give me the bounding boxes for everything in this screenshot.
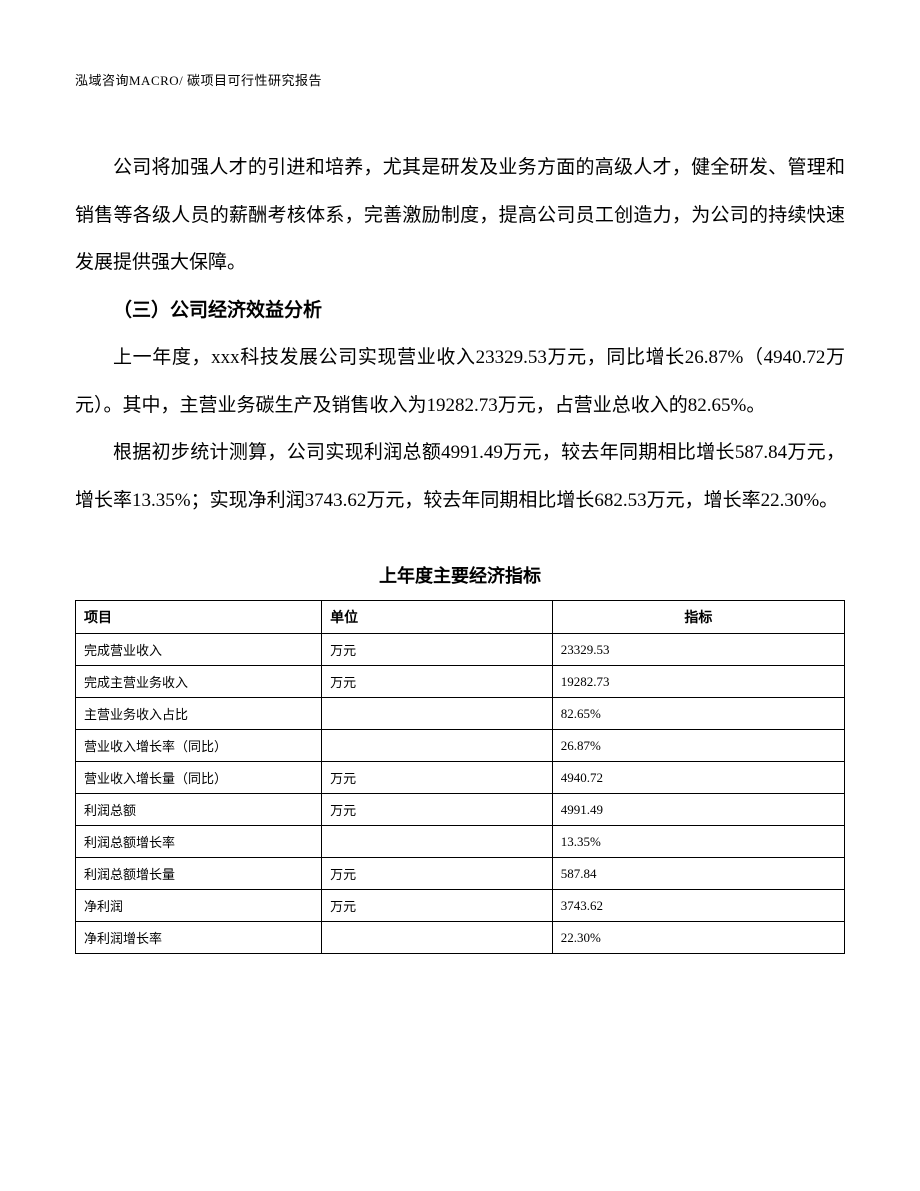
table-cell-unit: [322, 922, 553, 954]
table-header-unit: 单位: [322, 601, 553, 634]
table-row: 净利润 万元 3743.62: [76, 890, 845, 922]
table-cell-value: 13.35%: [552, 826, 844, 858]
table-cell-value: 4940.72: [552, 762, 844, 794]
paragraph-1: 公司将加强人才的引进和培养，尤其是研发及业务方面的高级人才，健全研发、管理和销售…: [75, 144, 845, 287]
table-row: 营业收入增长率（同比） 26.87%: [76, 730, 845, 762]
table-row: 主营业务收入占比 82.65%: [76, 698, 845, 730]
table-cell-value: 22.30%: [552, 922, 844, 954]
table-title: 上年度主要经济指标: [75, 562, 845, 588]
table-header-item: 项目: [76, 601, 322, 634]
table-row: 营业收入增长量（同比） 万元 4940.72: [76, 762, 845, 794]
table-cell-value: 19282.73: [552, 666, 844, 698]
table-row: 利润总额增长率 13.35%: [76, 826, 845, 858]
table-cell-item: 净利润增长率: [76, 922, 322, 954]
section-heading: （三）公司经济效益分析: [75, 287, 845, 335]
table-cell-unit: 万元: [322, 858, 553, 890]
economic-indicators-table: 项目 单位 指标 完成营业收入 万元 23329.53 完成主营业务收入 万元 …: [75, 600, 845, 954]
table-cell-unit: [322, 698, 553, 730]
table-cell-unit: [322, 730, 553, 762]
table-cell-unit: [322, 826, 553, 858]
table-row: 完成主营业务收入 万元 19282.73: [76, 666, 845, 698]
table-row: 利润总额增长量 万元 587.84: [76, 858, 845, 890]
table-cell-unit: 万元: [322, 794, 553, 826]
table-header-row: 项目 单位 指标: [76, 601, 845, 634]
table-header-value: 指标: [552, 601, 844, 634]
table-cell-item: 利润总额增长量: [76, 858, 322, 890]
table-cell-item: 利润总额增长率: [76, 826, 322, 858]
table-cell-item: 营业收入增长率（同比）: [76, 730, 322, 762]
table-body: 完成营业收入 万元 23329.53 完成主营业务收入 万元 19282.73 …: [76, 634, 845, 954]
table-cell-value: 587.84: [552, 858, 844, 890]
table-cell-unit: 万元: [322, 762, 553, 794]
table-cell-value: 26.87%: [552, 730, 844, 762]
paragraph-2: 上一年度，xxx科技发展公司实现营业收入23329.53万元，同比增长26.87…: [75, 334, 845, 429]
table-cell-item: 营业收入增长量（同比）: [76, 762, 322, 794]
paragraph-3: 根据初步统计测算，公司实现利润总额4991.49万元，较去年同期相比增长587.…: [75, 429, 845, 524]
table-cell-item: 完成主营业务收入: [76, 666, 322, 698]
table-row: 利润总额 万元 4991.49: [76, 794, 845, 826]
page-header: 泓域咨询MACRO/ 碳项目可行性研究报告: [75, 70, 845, 89]
table-cell-item: 主营业务收入占比: [76, 698, 322, 730]
table-cell-value: 3743.62: [552, 890, 844, 922]
body-content: 公司将加强人才的引进和培养，尤其是研发及业务方面的高级人才，健全研发、管理和销售…: [75, 144, 845, 524]
page-container: 泓域咨询MACRO/ 碳项目可行性研究报告 公司将加强人才的引进和培养，尤其是研…: [0, 0, 920, 1014]
table-cell-item: 净利润: [76, 890, 322, 922]
table-cell-value: 23329.53: [552, 634, 844, 666]
table-cell-value: 82.65%: [552, 698, 844, 730]
table-cell-value: 4991.49: [552, 794, 844, 826]
table-cell-unit: 万元: [322, 890, 553, 922]
table-row: 净利润增长率 22.30%: [76, 922, 845, 954]
table-row: 完成营业收入 万元 23329.53: [76, 634, 845, 666]
table-cell-unit: 万元: [322, 666, 553, 698]
table-cell-item: 完成营业收入: [76, 634, 322, 666]
table-cell-unit: 万元: [322, 634, 553, 666]
table-cell-item: 利润总额: [76, 794, 322, 826]
